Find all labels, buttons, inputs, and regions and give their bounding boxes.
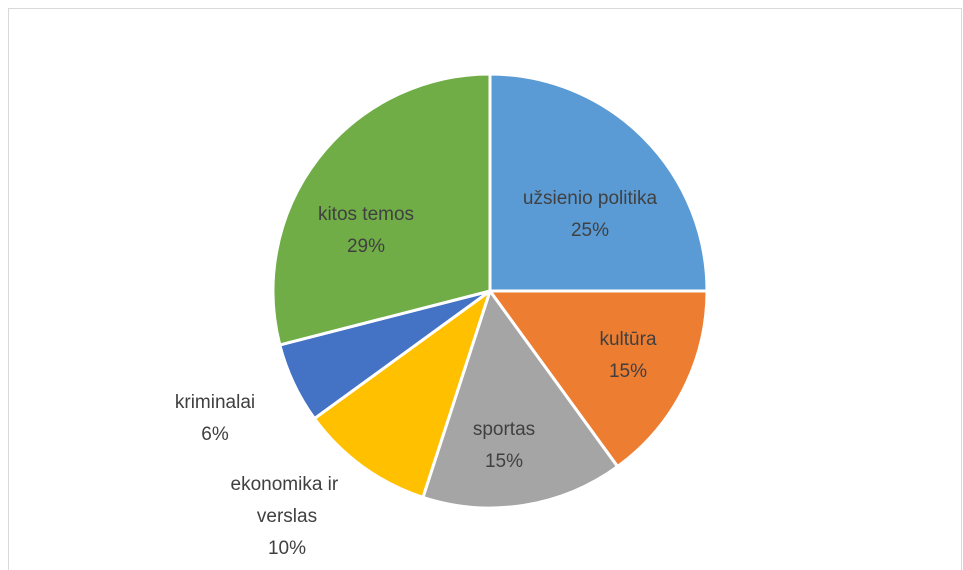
value-label: 15% <box>609 361 647 382</box>
pie-slice <box>271 72 492 347</box>
value-label: 25% <box>571 220 609 241</box>
category-label: ekonomika ir verslas <box>231 474 344 527</box>
category-label: kitos temos <box>318 204 414 225</box>
pie-slice <box>488 72 709 293</box>
pie-slice <box>421 289 620 510</box>
value-label: 10% <box>268 538 306 559</box>
category-label: kultūra <box>599 329 656 350</box>
value-label: 15% <box>485 451 523 472</box>
pie-slice <box>312 289 492 499</box>
category-label: sportas <box>473 419 535 440</box>
category-label: užsienio politika <box>523 188 658 209</box>
value-label: 6% <box>201 424 229 445</box>
category-label: kriminalai <box>175 392 255 413</box>
pie-slice <box>488 289 709 469</box>
value-label: 29% <box>347 236 385 257</box>
